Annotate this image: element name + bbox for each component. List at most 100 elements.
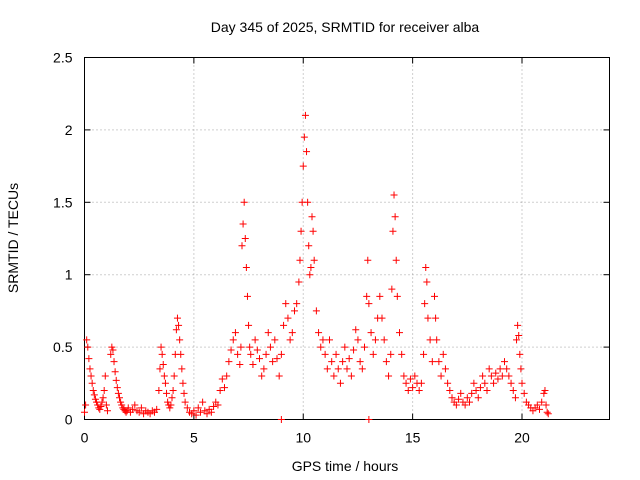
data-point: [179, 379, 187, 387]
data-point: [123, 407, 131, 415]
data-point: [178, 365, 186, 373]
data-point: [345, 355, 353, 363]
data-point: [243, 292, 251, 300]
x-tick-label: 0: [81, 430, 89, 446]
data-point: [183, 404, 191, 412]
data-point: [361, 343, 368, 351]
data-point: [296, 256, 304, 264]
data-point: [231, 329, 239, 337]
data-point: [485, 365, 493, 373]
data-point: [175, 321, 183, 329]
data-point: [380, 336, 388, 344]
data-point: [135, 408, 143, 416]
data-point: [210, 402, 218, 410]
data-point: [218, 375, 226, 383]
data-point: [258, 372, 266, 380]
x-tick-label: 15: [405, 430, 421, 446]
data-point: [544, 410, 552, 418]
data-point: [382, 358, 390, 366]
data-point: [94, 401, 102, 409]
data-point: [190, 407, 198, 415]
data-point: [91, 395, 99, 403]
data-point: [111, 368, 119, 376]
data-point: [300, 133, 308, 141]
data-point: [536, 405, 543, 413]
data-point: [389, 227, 397, 235]
y-tick-label: 1.5: [53, 194, 73, 210]
y-axis-label: SRMTID / TECUs: [5, 183, 21, 293]
data-point: [176, 336, 184, 344]
data-point: [194, 404, 202, 412]
data-point: [404, 387, 412, 395]
data-point: [367, 329, 375, 337]
y-tick-label: 1: [65, 267, 73, 283]
data-point: [236, 360, 244, 368]
data-point: [102, 401, 110, 409]
data-point: [207, 408, 215, 416]
data-point: [312, 307, 320, 315]
data-point: [181, 398, 189, 406]
data-point: [256, 355, 263, 363]
data-point: [474, 394, 482, 402]
data-point: [301, 111, 309, 119]
data-point: [291, 307, 298, 315]
data-point: [84, 343, 92, 351]
data-point: [166, 404, 174, 412]
data-point: [271, 336, 279, 344]
data-point: [131, 401, 139, 409]
data-point: [433, 336, 441, 344]
data-point: [326, 336, 333, 344]
data-point: [163, 389, 171, 397]
data-point: [253, 346, 261, 354]
data-point: [304, 198, 312, 206]
x-tick-label: 5: [190, 430, 198, 446]
data-point: [214, 401, 222, 409]
data-point: [280, 321, 288, 329]
data-point: [378, 314, 386, 322]
data-point: [88, 379, 96, 387]
data-point: [541, 387, 549, 395]
data-point: [97, 402, 105, 410]
data-point: [266, 343, 274, 351]
data-point: [98, 398, 106, 406]
data-point: [81, 408, 88, 416]
data-point: [167, 401, 175, 409]
data-point: [492, 369, 500, 377]
data-point: [520, 389, 528, 397]
data-point: [245, 321, 253, 329]
data-point: [158, 350, 166, 358]
data-point: [481, 379, 489, 387]
data-point: [117, 398, 125, 406]
data-point: [308, 213, 316, 221]
data-point: [260, 365, 268, 373]
data-point: [516, 350, 524, 358]
data-point: [137, 404, 145, 412]
data-point: [108, 343, 116, 351]
data-point: [472, 387, 480, 395]
data-point: [284, 314, 292, 322]
data-point: [240, 198, 248, 206]
data-point: [339, 358, 347, 366]
data-point: [422, 263, 430, 271]
data-point: [387, 350, 395, 358]
data-point: [216, 387, 224, 395]
data-point: [400, 372, 408, 380]
data-point: [307, 263, 315, 271]
data-point: [241, 235, 249, 242]
data-point: [371, 336, 379, 344]
data-point: [172, 326, 180, 334]
data-point: [170, 372, 178, 380]
data-point: [543, 408, 551, 416]
data-point: [457, 389, 465, 397]
data-point: [269, 358, 277, 366]
data-point: [319, 336, 327, 344]
data-point: [369, 350, 377, 358]
data-point: [461, 401, 469, 409]
data-point: [396, 329, 403, 337]
data-point: [160, 372, 168, 380]
data-point: [242, 263, 250, 271]
y-tick-label: 2: [65, 122, 73, 138]
data-point: [161, 379, 169, 387]
data-point: [251, 336, 259, 344]
